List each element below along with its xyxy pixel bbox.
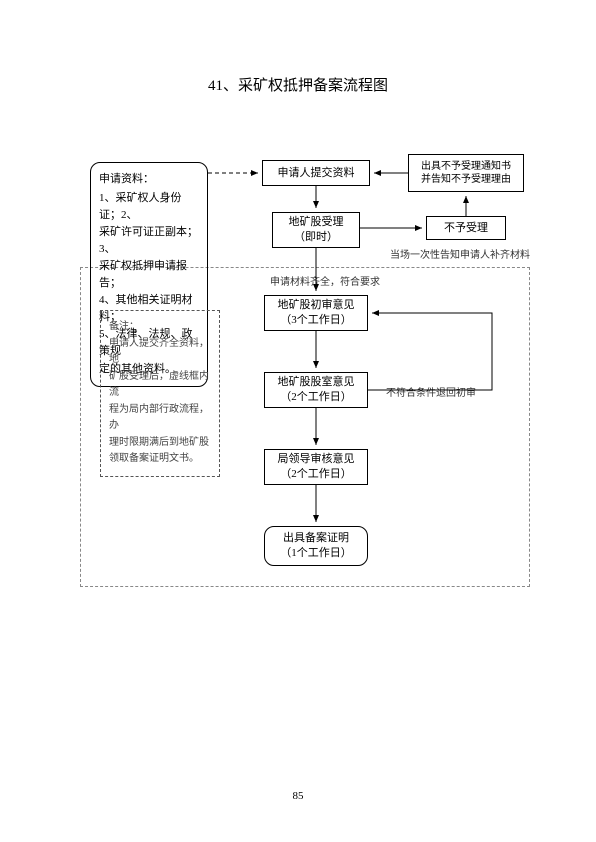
- node-text: 地矿股股室意见: [278, 375, 355, 390]
- label-return: 不符合条件退回初审: [386, 384, 476, 399]
- node-text: （3个工作日）: [280, 313, 352, 328]
- materials-line: 1、采矿权人身份证；2、: [99, 190, 199, 224]
- node-leader: 局领导审核意见 （2个工作日）: [264, 449, 368, 485]
- node-submit: 申请人提交资料: [262, 160, 370, 186]
- materials-line: 采矿许可证正副本；3、: [99, 224, 199, 258]
- node-text: （2个工作日）: [280, 467, 352, 482]
- notes-line: 申请人提交齐全资料，地: [109, 336, 211, 369]
- node-text: 申请人提交资料: [278, 166, 355, 181]
- node-text: 地矿股初审意见: [278, 298, 355, 313]
- label-complete: 申请材料齐全，符合要求: [270, 273, 380, 288]
- node-text: 出具不予受理通知书: [421, 160, 511, 174]
- node-prelim: 地矿股初审意见 （3个工作日）: [264, 295, 368, 331]
- notes-line: 矿股受理后，虚线框内流: [109, 369, 211, 402]
- node-accept: 地矿股受理 （即时）: [272, 212, 360, 248]
- node-text: 不予受理: [444, 221, 488, 236]
- node-text: 出具备案证明: [283, 531, 349, 546]
- node-reject-notice: 出具不予受理通知书 并告知不予受理理由: [408, 154, 524, 192]
- notes-line: 理时限期满后到地矿股: [109, 435, 211, 452]
- page-title: 41、采矿权抵押备案流程图: [0, 74, 596, 95]
- node-text: 地矿股受理: [289, 215, 344, 230]
- label-supplement: 当场一次性告知申请人补齐材料: [390, 246, 530, 261]
- notes-box: 备注： 申请人提交齐全资料，地 矿股受理后，虚线框内流 程为局内部行政流程，办 …: [100, 310, 220, 477]
- node-not-accept: 不予受理: [426, 216, 506, 240]
- node-office: 地矿股股室意见 （2个工作日）: [264, 372, 368, 408]
- node-text: （即时）: [294, 230, 338, 245]
- node-text: 局领导审核意见: [278, 452, 355, 467]
- node-text: 并告知不予受理理由: [421, 173, 511, 187]
- notes-header: 备注：: [109, 319, 211, 336]
- notes-line: 程为局内部行政流程，办: [109, 402, 211, 435]
- node-text: （1个工作日）: [280, 546, 352, 561]
- materials-header: 申请资料：: [99, 171, 199, 188]
- page-number: 85: [0, 790, 596, 802]
- notes-line: 领取备案证明文书。: [109, 451, 211, 468]
- node-text: （2个工作日）: [280, 390, 352, 405]
- materials-line: 采矿权抵押申请报告；: [99, 258, 199, 292]
- node-issue: 出具备案证明 （1个工作日）: [264, 526, 368, 566]
- page-root: 41、采矿权抵押备案流程图 申请资料： 1、采矿权人身份证；2、 采矿许可证正副…: [0, 0, 596, 842]
